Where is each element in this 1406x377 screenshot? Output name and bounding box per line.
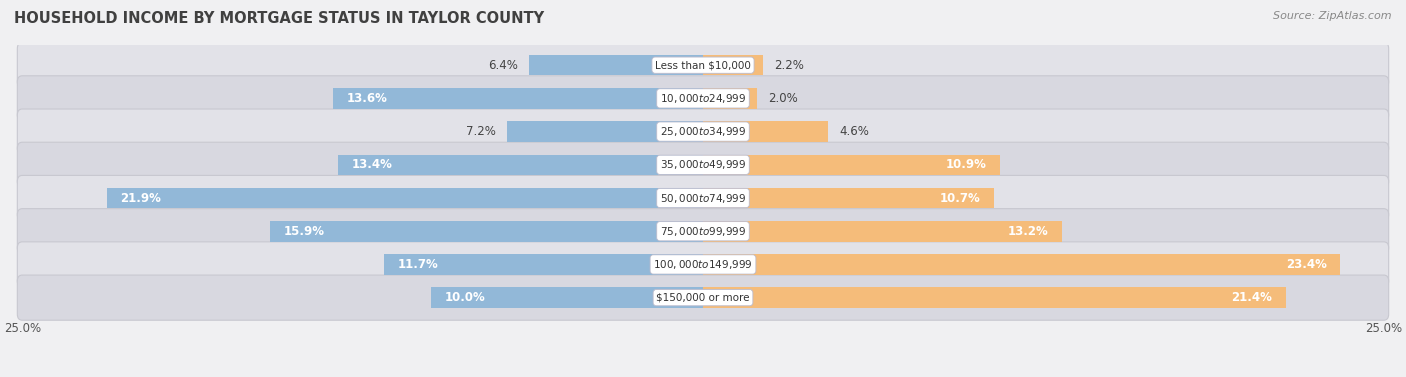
Text: Source: ZipAtlas.com: Source: ZipAtlas.com <box>1274 11 1392 21</box>
Bar <box>703 88 758 109</box>
Bar <box>703 287 1285 308</box>
Bar <box>703 55 763 75</box>
Bar <box>107 188 703 208</box>
FancyBboxPatch shape <box>17 76 1389 121</box>
Text: $25,000 to $34,999: $25,000 to $34,999 <box>659 125 747 138</box>
Text: 13.2%: 13.2% <box>1008 225 1049 238</box>
Bar <box>430 287 703 308</box>
Text: 25.0%: 25.0% <box>4 322 41 334</box>
FancyBboxPatch shape <box>17 275 1389 320</box>
FancyBboxPatch shape <box>17 142 1389 187</box>
FancyBboxPatch shape <box>17 43 1389 88</box>
Text: $100,000 to $149,999: $100,000 to $149,999 <box>654 258 752 271</box>
Text: $150,000 or more: $150,000 or more <box>657 293 749 303</box>
Bar <box>508 121 703 142</box>
Text: 4.6%: 4.6% <box>839 125 869 138</box>
FancyBboxPatch shape <box>17 109 1389 154</box>
Legend: Without Mortgage, With Mortgage: Without Mortgage, With Mortgage <box>564 373 842 377</box>
FancyBboxPatch shape <box>17 175 1389 221</box>
Bar <box>337 155 703 175</box>
Bar <box>333 88 703 109</box>
Text: 10.0%: 10.0% <box>444 291 485 304</box>
Text: 25.0%: 25.0% <box>1365 322 1402 334</box>
Text: $35,000 to $49,999: $35,000 to $49,999 <box>659 158 747 171</box>
Text: 21.4%: 21.4% <box>1232 291 1272 304</box>
Text: 13.6%: 13.6% <box>346 92 387 105</box>
FancyBboxPatch shape <box>17 208 1389 254</box>
Bar <box>270 221 703 242</box>
FancyBboxPatch shape <box>17 242 1389 287</box>
Text: 6.4%: 6.4% <box>488 59 517 72</box>
Text: 15.9%: 15.9% <box>284 225 325 238</box>
Text: HOUSEHOLD INCOME BY MORTGAGE STATUS IN TAYLOR COUNTY: HOUSEHOLD INCOME BY MORTGAGE STATUS IN T… <box>14 11 544 26</box>
Bar <box>529 55 703 75</box>
Text: 11.7%: 11.7% <box>398 258 439 271</box>
Text: 2.2%: 2.2% <box>773 59 804 72</box>
Text: $10,000 to $24,999: $10,000 to $24,999 <box>659 92 747 105</box>
Text: 21.9%: 21.9% <box>121 192 162 204</box>
Text: $50,000 to $74,999: $50,000 to $74,999 <box>659 192 747 204</box>
Bar <box>703 188 994 208</box>
Text: $75,000 to $99,999: $75,000 to $99,999 <box>659 225 747 238</box>
Bar <box>703 254 1340 275</box>
Text: 7.2%: 7.2% <box>467 125 496 138</box>
Text: 23.4%: 23.4% <box>1285 258 1327 271</box>
Text: 2.0%: 2.0% <box>768 92 799 105</box>
Text: 10.7%: 10.7% <box>941 192 981 204</box>
Bar <box>703 155 1000 175</box>
Bar <box>703 221 1063 242</box>
Bar <box>703 121 828 142</box>
Bar <box>384 254 703 275</box>
Text: 10.9%: 10.9% <box>945 158 986 171</box>
Text: Less than $10,000: Less than $10,000 <box>655 60 751 70</box>
Text: 13.4%: 13.4% <box>352 158 392 171</box>
